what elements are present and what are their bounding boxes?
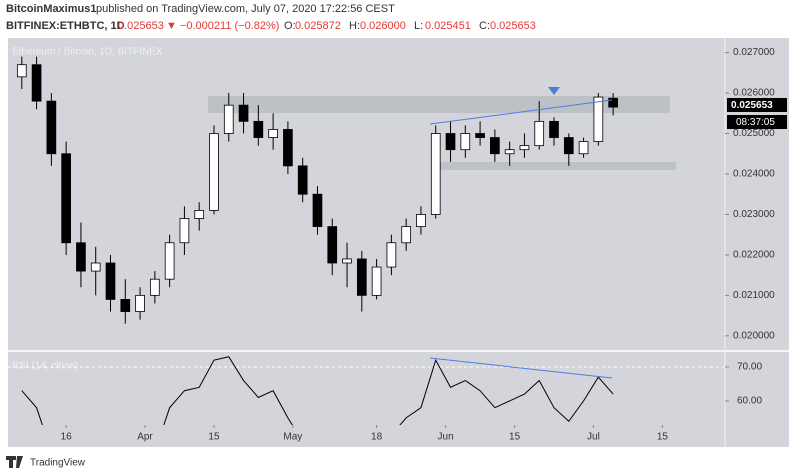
brand: TradingView — [30, 458, 86, 469]
candle-body — [179, 218, 190, 244]
candle-body — [283, 129, 293, 167]
x-tick-label: 15 — [509, 432, 521, 443]
arrow-marker — [548, 87, 560, 95]
candle-body — [534, 120, 545, 147]
resistance-band — [208, 96, 670, 113]
candle-body — [563, 137, 574, 155]
ohlc-value: 0.026000 — [360, 20, 406, 32]
y-tick-label: 0.021000 — [733, 290, 775, 301]
candle-body — [150, 278, 160, 296]
x-tick-label: 18 — [371, 432, 383, 443]
countdown-box — [727, 115, 787, 129]
candle-body — [105, 262, 116, 300]
pane-title: Ethereum / Bitcoin, 1D, BITFINEX — [12, 47, 163, 58]
y-tick-label: 0.024000 — [733, 169, 775, 180]
candle-body — [223, 104, 234, 134]
candle-body — [549, 120, 559, 138]
candle-body — [327, 226, 338, 264]
rsi-tick-label: 70.00 — [737, 362, 762, 373]
candle-body — [135, 294, 145, 312]
countdown: 08:37:05 — [736, 117, 775, 128]
candle-body — [356, 258, 367, 296]
candle-body — [401, 226, 412, 244]
ohlc-key: L: — [414, 20, 423, 32]
support-band — [440, 162, 676, 170]
ohlc: O: 0.025872 H: 0.026000 L: 0.025451 C: 0.025653 — [284, 20, 536, 32]
author: BitcoinMaximus1 — [6, 3, 96, 15]
x-tick-label: Jul — [587, 432, 600, 443]
candle-body — [593, 96, 604, 142]
y-tick-label: 0.025000 — [733, 128, 775, 139]
x-tick-label: Apr — [137, 432, 153, 443]
candle-body — [504, 149, 515, 155]
rsi-line — [21, 356, 614, 425]
candle-body — [209, 133, 219, 211]
rsi-trend-line — [429, 357, 613, 379]
candle-body — [46, 100, 57, 155]
price-label: 0.025653 — [731, 100, 773, 111]
candle-body — [194, 209, 205, 219]
byline: published on TradingView.com, July 07, 2… — [96, 3, 395, 15]
candle-body — [490, 137, 500, 155]
candle-body — [342, 258, 352, 264]
y-tick-label: 0.023000 — [733, 209, 775, 220]
rsi-title: RSI (14, close) — [12, 361, 78, 372]
candle-body — [475, 133, 485, 138]
candle-body — [253, 120, 264, 138]
candle-body — [90, 262, 101, 272]
candle-body — [297, 165, 308, 195]
change: ▼ −0.000211 (−0.82%) — [166, 20, 279, 32]
x-tick-label: Jun — [438, 432, 454, 443]
candle-body — [76, 242, 86, 272]
x-tick-label: 15 — [208, 432, 220, 443]
candle-body — [430, 133, 441, 215]
candle-body — [386, 242, 397, 268]
ohlc-value: 0.025872 — [295, 20, 341, 32]
candle-body — [238, 104, 249, 122]
y-tick-label: 0.026000 — [733, 88, 775, 99]
candle-body — [164, 242, 175, 280]
ohlc-key: C: — [479, 20, 490, 32]
y-tick-label: 0.020000 — [733, 330, 775, 341]
candle-body — [460, 133, 471, 151]
candle-body — [371, 266, 382, 296]
candle-body — [416, 214, 426, 227]
ohlc-value: 0.025451 — [425, 20, 471, 32]
candle-body — [445, 133, 456, 151]
candle-body — [61, 153, 71, 244]
x-tick-label: 15 — [657, 432, 669, 443]
ohlc-key: H: — [349, 20, 360, 32]
rsi-tick-label: 60.00 — [737, 396, 762, 407]
x-tick-label: May — [283, 432, 302, 443]
x-tick-label: 16 — [61, 432, 73, 443]
ohlc-key: O: — [284, 20, 296, 32]
ohlc-value: 0.025653 — [490, 20, 536, 32]
candle-body — [16, 64, 27, 78]
symbol: BITFINEX:ETHBTC, 1D — [6, 20, 125, 32]
y-tick-label: 0.027000 — [733, 47, 775, 58]
candle-body — [608, 97, 618, 108]
candle-body — [312, 193, 323, 227]
trend-line — [429, 99, 613, 125]
candle-body — [31, 64, 42, 102]
y-tick-label: 0.022000 — [733, 250, 775, 261]
candle-body — [578, 141, 589, 155]
candle-body — [519, 145, 530, 151]
candle-body — [268, 129, 278, 138]
x-axis-background — [8, 425, 789, 447]
candle-body — [120, 299, 131, 312]
logo — [6, 456, 23, 468]
price-label-box — [727, 98, 787, 112]
last-price: 0.025653 — [118, 20, 164, 32]
